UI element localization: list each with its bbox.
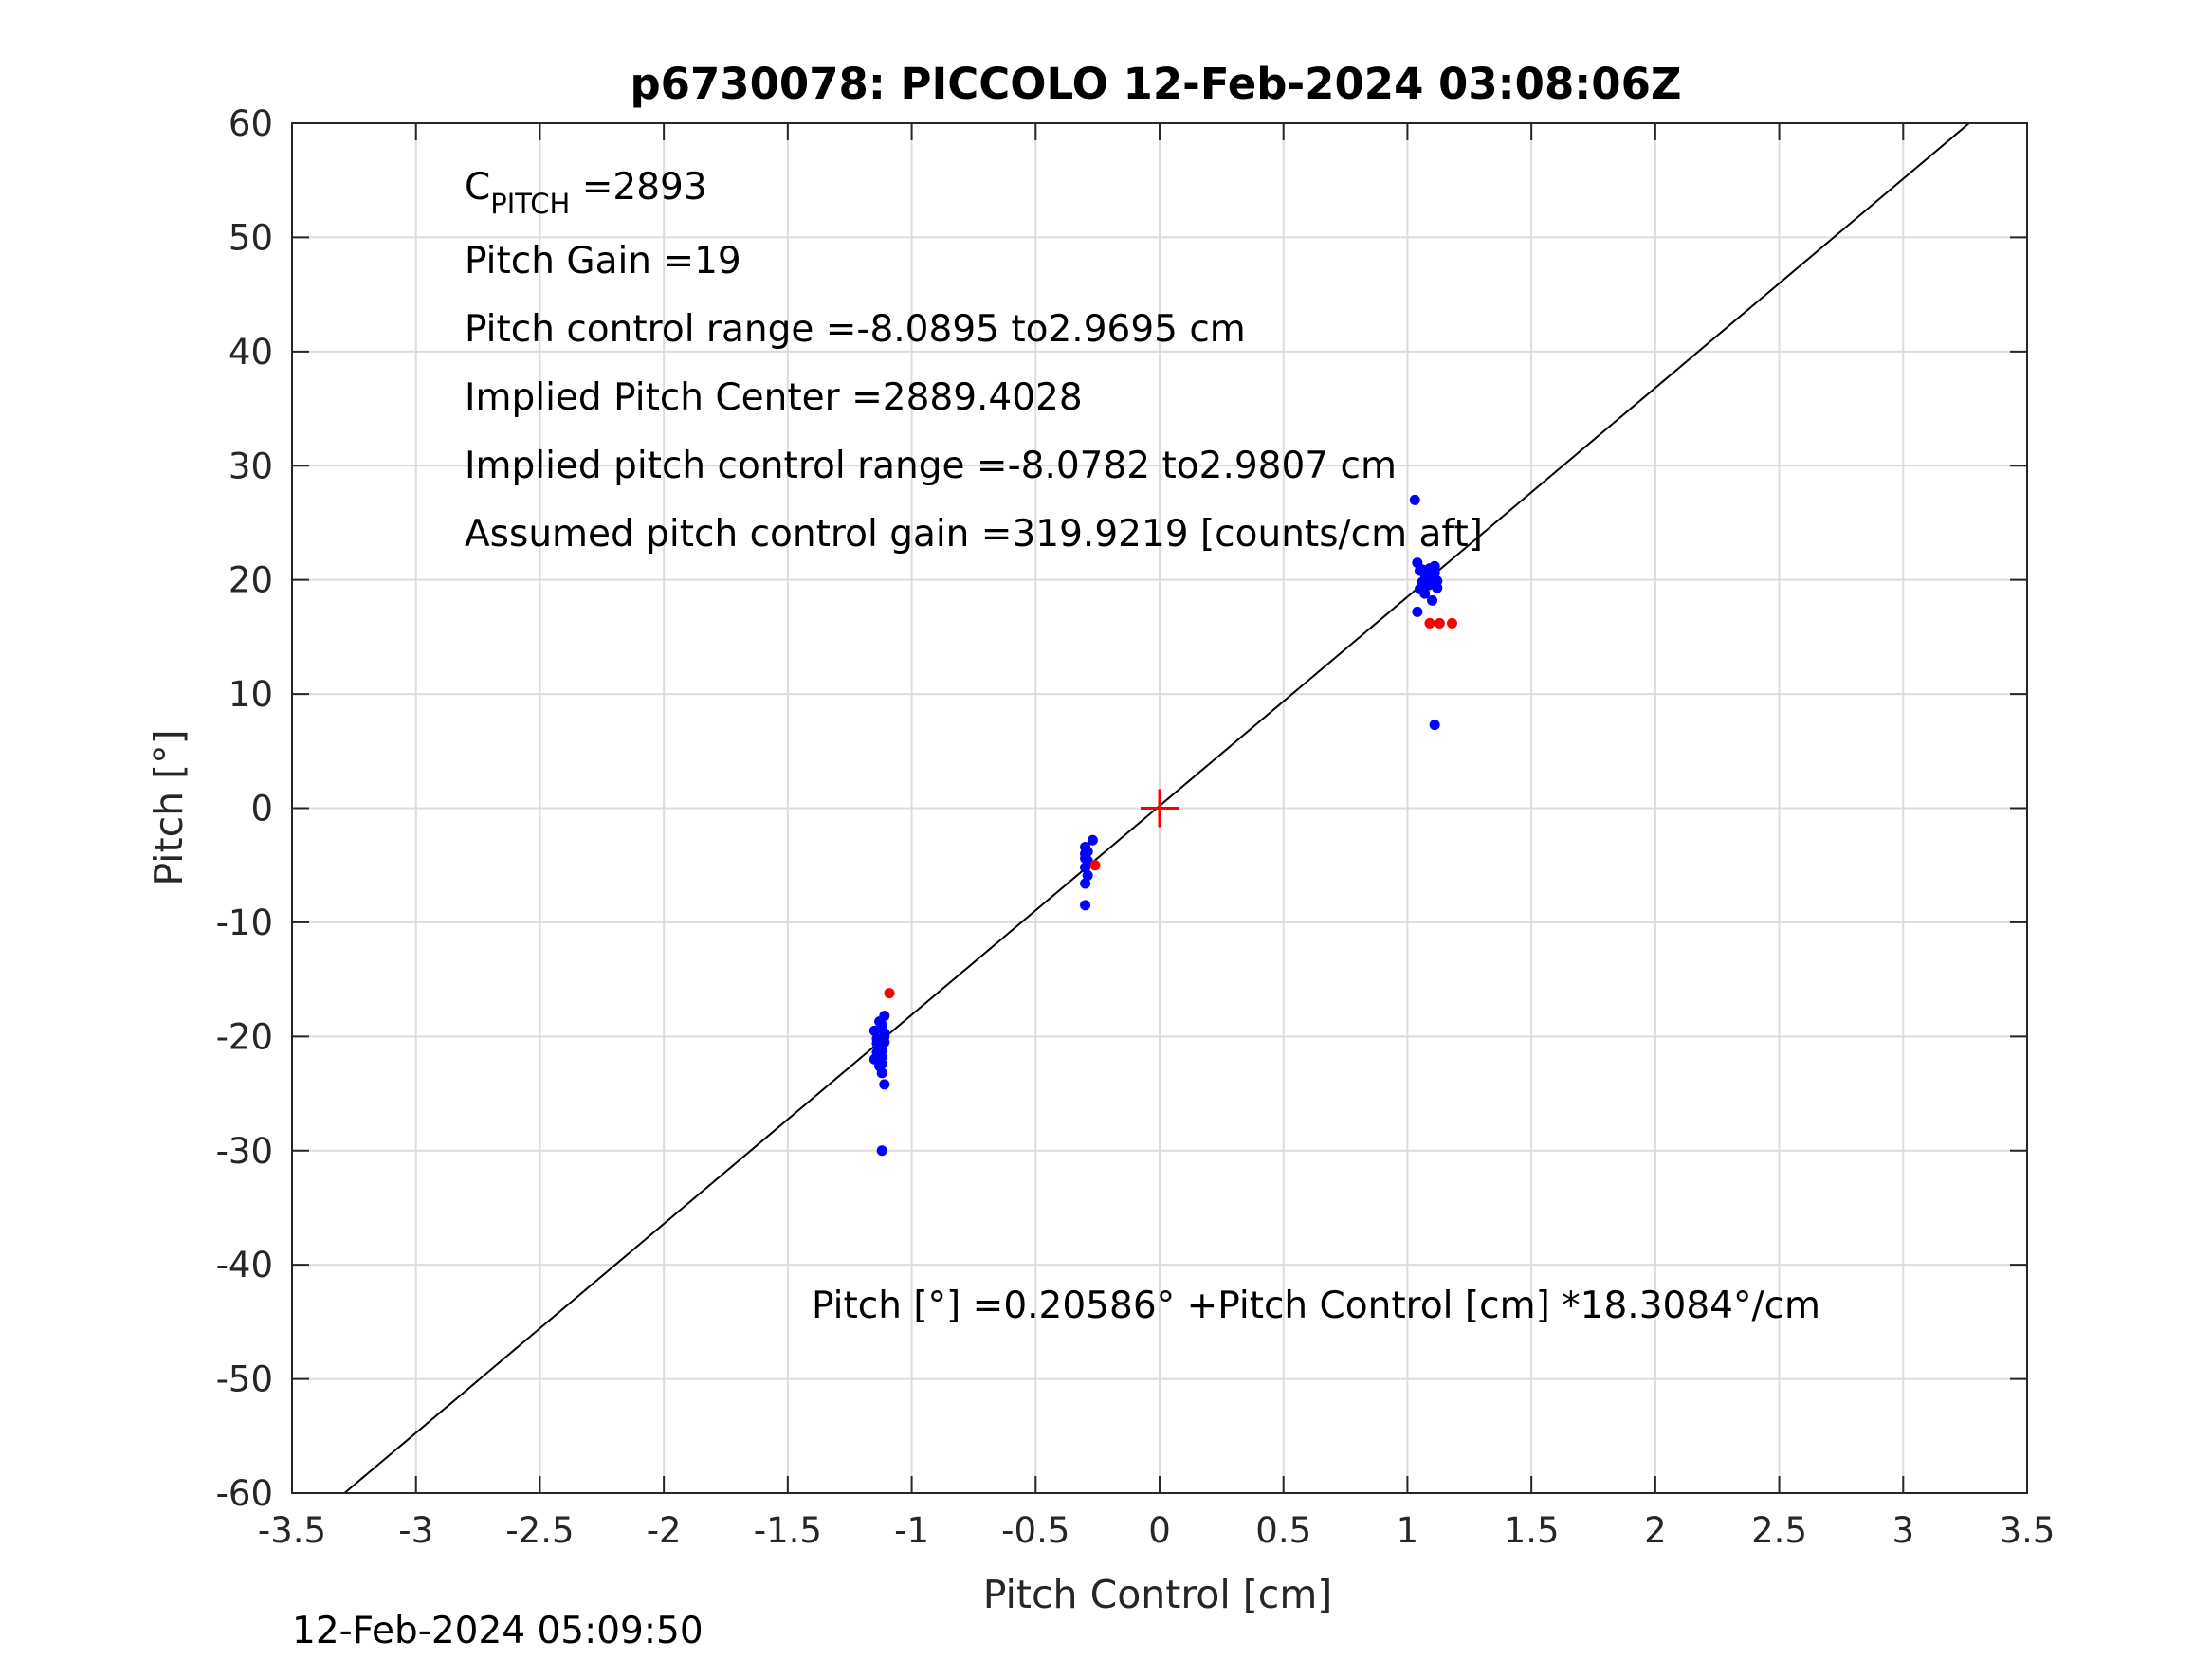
data-point xyxy=(1082,870,1093,882)
data-point xyxy=(1421,571,1433,582)
x-tick-label: 0.5 xyxy=(1255,1510,1311,1551)
plot-content xyxy=(343,122,1970,1494)
data-point xyxy=(1080,862,1091,873)
c-pitch-subscript: PITCH xyxy=(490,188,570,220)
y-tick-label: 30 xyxy=(229,446,273,486)
data-point xyxy=(1419,588,1431,599)
footer-timestamp: 12-Feb-2024 05:09:50 xyxy=(292,1610,704,1652)
data-point xyxy=(876,1045,887,1056)
x-tick-label: 1.5 xyxy=(1504,1510,1560,1551)
data-point xyxy=(1412,606,1423,617)
data-point xyxy=(874,1016,886,1028)
y-tick-label: -30 xyxy=(216,1131,273,1172)
y-axis-label: Pitch [°] xyxy=(146,729,192,885)
x-tick-label: -1.5 xyxy=(754,1510,822,1551)
implied-pitch-control-range-annotation: Implied pitch control range =-8.0782 to2… xyxy=(465,445,1397,487)
y-tick-labels: 60 50 40 30 20 10 0 -10 -20 -30 -40 -50 -60 xyxy=(216,103,273,1514)
data-point xyxy=(868,1025,880,1036)
x-tick-label: 0 xyxy=(1148,1510,1171,1551)
c-pitch-main: C xyxy=(465,166,490,209)
y-tick-label: 10 xyxy=(229,674,273,715)
data-point xyxy=(876,1067,887,1079)
x-tick-labels: -3.5 -3 -2.5 -2 -1.5 -1 -0.5 0 0.5 1 1.5 2 2.5 3 3.5 xyxy=(258,1510,2056,1551)
data-point xyxy=(1080,900,1091,911)
y-tick-label: -60 xyxy=(216,1473,273,1514)
x-tick-label: -2.5 xyxy=(505,1510,574,1551)
chart-title: p6730078: PICCOLO 12-Feb-2024 03:08:06Z xyxy=(630,59,1681,109)
x-tick-label: 2.5 xyxy=(1751,1510,1807,1551)
data-point xyxy=(1424,578,1435,590)
y-tick-label: -20 xyxy=(216,1016,273,1057)
y-tick-label: 40 xyxy=(229,332,273,373)
y-tick-label: -50 xyxy=(216,1359,273,1400)
y-tick-label: 50 xyxy=(229,217,273,258)
x-tick-label: -2 xyxy=(647,1510,682,1551)
data-point xyxy=(1434,617,1445,629)
y-tick-label: -10 xyxy=(216,902,273,943)
implied-pitch-center-annotation: Implied Pitch Center =2889.4028 xyxy=(465,376,1083,419)
data-point xyxy=(876,1058,887,1069)
data-point xyxy=(876,1145,887,1157)
data-point xyxy=(1427,594,1438,606)
data-point xyxy=(879,1030,890,1042)
data-point xyxy=(1087,834,1098,846)
data-point xyxy=(1446,617,1457,629)
pitch-control-range-annotation: Pitch control range =-8.0895 to2.9695 cm xyxy=(465,308,1246,351)
data-point xyxy=(1080,878,1091,889)
plot-frame xyxy=(291,122,2028,1494)
y-tick-label: 20 xyxy=(229,560,273,601)
x-tick-label: -1 xyxy=(894,1510,929,1551)
x-tick-label: 3 xyxy=(1892,1510,1915,1551)
c-pitch-value: =2893 xyxy=(570,166,706,209)
c-pitch-annotation: CPITCH =2893 xyxy=(465,166,707,220)
x-tick-label: -3.5 xyxy=(258,1510,326,1551)
x-tick-label: 1 xyxy=(1397,1510,1419,1551)
fit-equation-annotation: Pitch [°] =0.20586° +Pitch Control [cm] … xyxy=(812,1285,1820,1327)
data-point xyxy=(1409,494,1420,505)
x-tick-label: 3.5 xyxy=(2000,1510,2056,1551)
data-point xyxy=(879,1079,890,1090)
y-tick-label: -40 xyxy=(216,1245,273,1285)
assumed-pitch-control-gain-annotation: Assumed pitch control gain =319.9219 [co… xyxy=(465,513,1483,556)
x-tick-label: 2 xyxy=(1644,1510,1667,1551)
pitch-gain-annotation: Pitch Gain =19 xyxy=(465,240,741,283)
data-point xyxy=(1424,617,1435,629)
data-point xyxy=(1089,860,1101,871)
data-point xyxy=(884,988,895,999)
y-tick-label: 60 xyxy=(229,103,273,144)
data-point xyxy=(1429,720,1440,731)
x-tick-label: -3 xyxy=(398,1510,433,1551)
data-point xyxy=(1080,852,1091,864)
y-tick-label: 0 xyxy=(250,789,273,830)
data-point xyxy=(1429,560,1440,572)
x-tick-label: -0.5 xyxy=(1001,1510,1069,1551)
x-axis-label: Pitch Control [cm] xyxy=(983,1572,1333,1617)
